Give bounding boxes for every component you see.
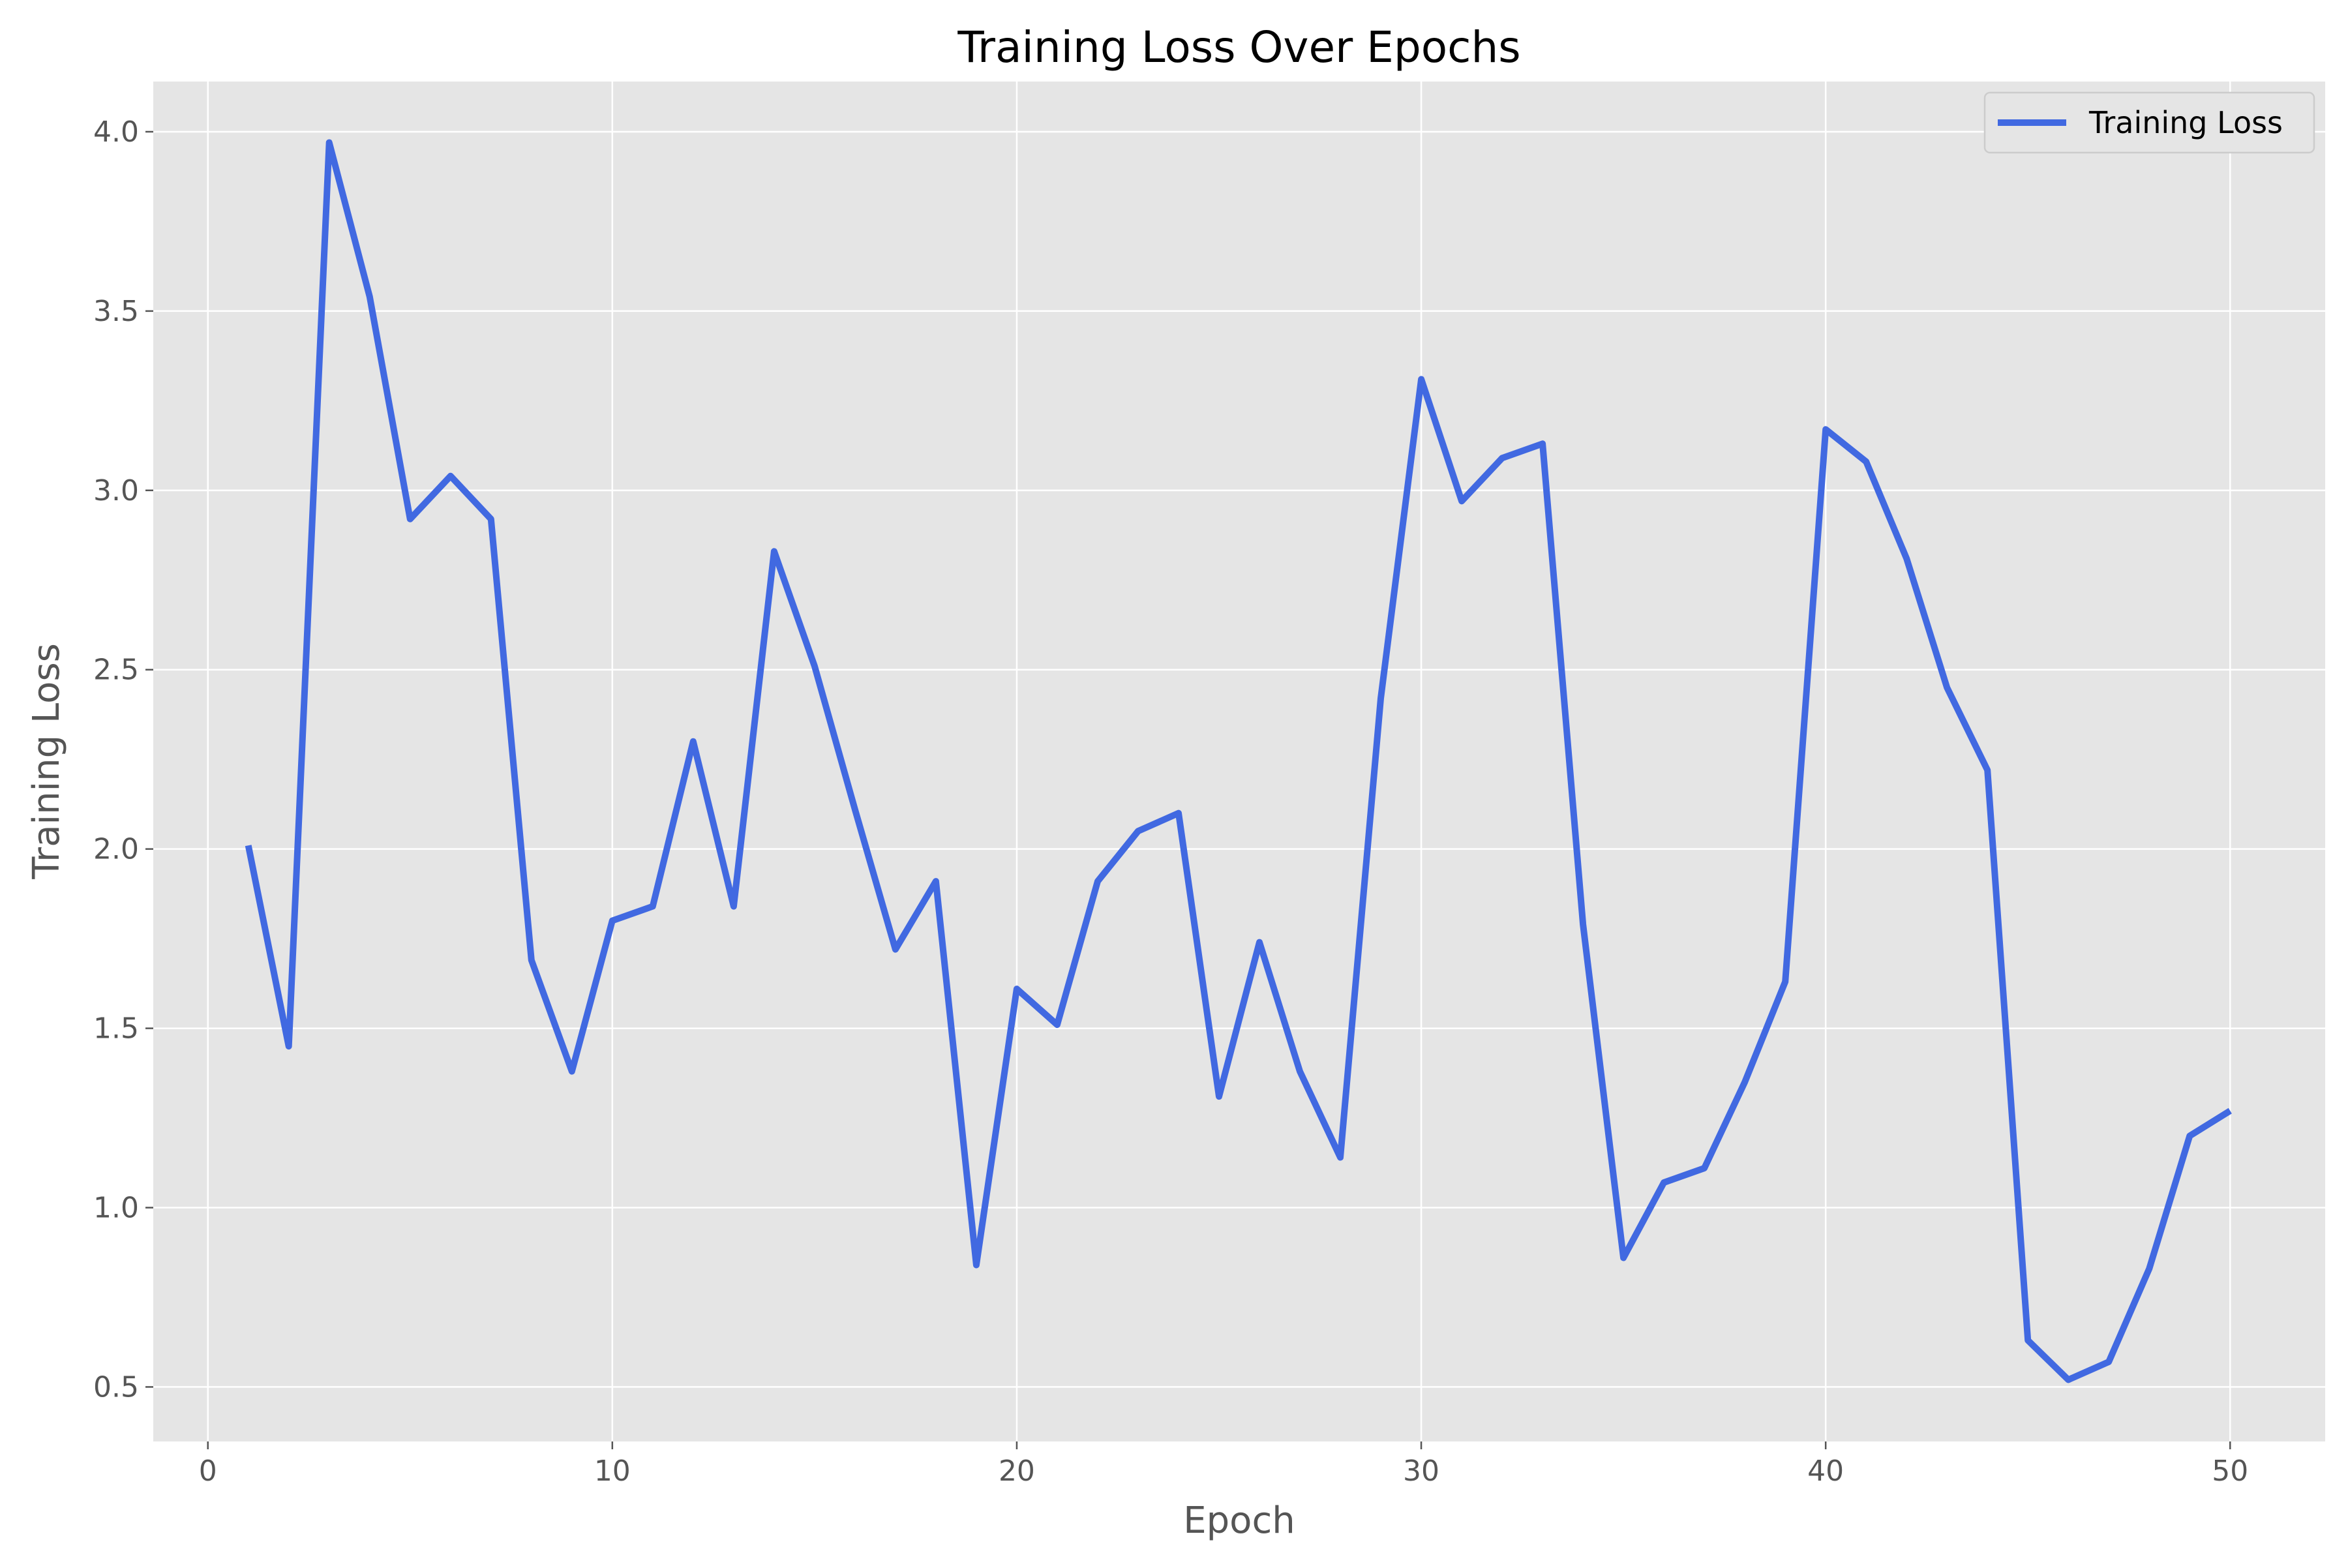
grid-lines [153,82,2325,1441]
x-tick-label: 10 [594,1455,631,1488]
y-tick-label: 3.0 [93,474,139,507]
series-line-training-loss [245,139,2232,1383]
x-tick-label: 30 [1403,1455,1439,1488]
y-tick-label: 2.0 [93,833,139,866]
legend-box [1983,91,2315,154]
x-tick-label: 0 [199,1455,217,1488]
y-tick-label: 2.5 [93,654,139,687]
y-tick-label: 1.5 [93,1012,139,1046]
y-tick-label: 0.5 [93,1370,139,1404]
x-tick-label: 40 [1807,1455,1844,1488]
plot-area [153,82,2325,1441]
y-axis-label: Training Loss [25,643,68,880]
legend-label: Training Loss [2088,105,2283,140]
x-axis-label: Epoch [1183,1500,1295,1542]
y-tick-label: 3.5 [93,295,139,328]
legend: Training Loss [1983,91,2315,154]
y-tick-label: 4.0 [93,115,139,149]
x-tick-label: 20 [999,1455,1035,1488]
x-tick-label: 50 [2212,1455,2248,1488]
chart-title: Training Loss Over Epochs [957,22,1520,72]
axis-ticks: 0 10 20 30 40 50 0.5 1.0 1.5 2.0 2.5 3.0 3.5 4.0 [93,115,2248,1488]
series-layer [245,139,2232,1383]
y-tick-label: 1.0 [93,1192,139,1225]
